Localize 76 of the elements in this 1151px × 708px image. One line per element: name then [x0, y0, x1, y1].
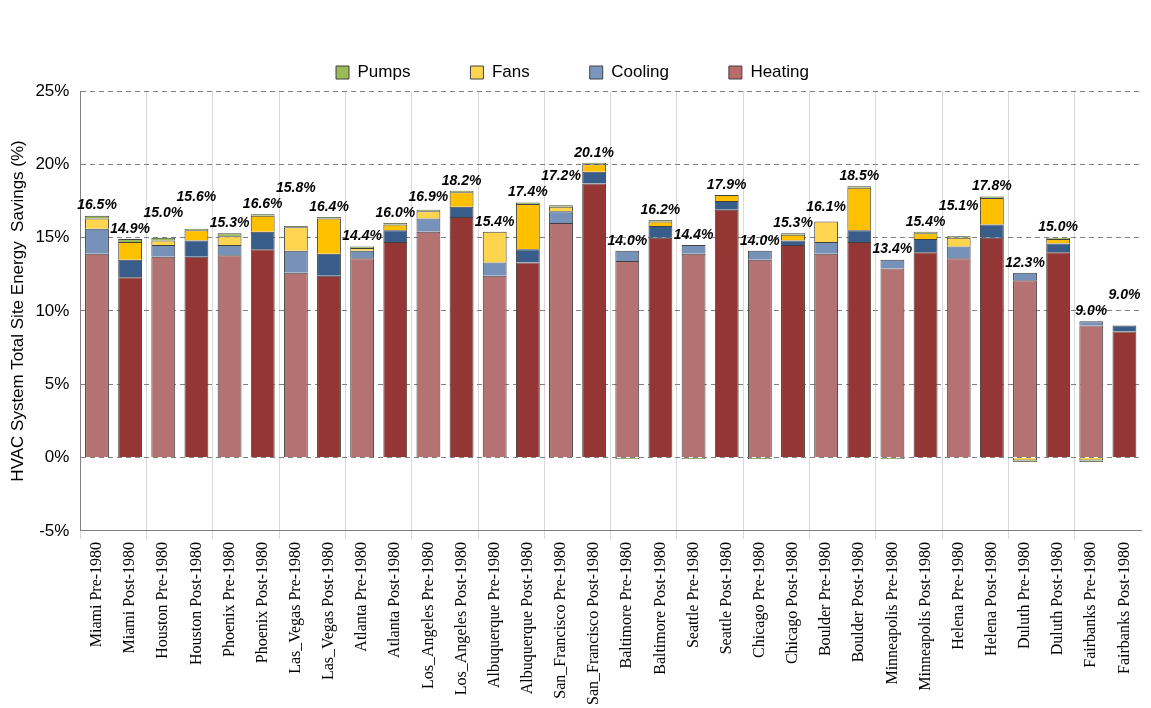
- legend-label: Fans: [491, 62, 530, 82]
- x-tick-label: Minneapolis Post-1980: [915, 541, 934, 691]
- x-tick-label: San_Francisco Pre-1980: [551, 541, 569, 699]
- total-label: 16.5%: [77, 196, 118, 213]
- x-tick-label: Chicago Post-1980: [783, 541, 802, 665]
- total-label: 16.6%: [242, 195, 284, 212]
- total-label: 16.2%: [640, 200, 681, 217]
- total-label: 14.9%: [110, 219, 151, 236]
- legend-label: Heating: [750, 62, 809, 82]
- x-tick-label: Miami Pre-1980: [87, 541, 105, 648]
- total-label: 15.8%: [276, 179, 317, 196]
- x-tick-label: Los_Angeles Pre-1980: [418, 541, 437, 689]
- x-tick-label: Fairbanks Pre-1980: [1081, 541, 1099, 668]
- total-label: 18.2%: [441, 171, 482, 188]
- x-tick-label: Duluth Post-1980: [1048, 541, 1066, 656]
- total-label: 15.6%: [176, 187, 217, 204]
- total-label: 17.2%: [541, 167, 582, 184]
- y-tick-label: 15%: [35, 227, 70, 247]
- x-tick-label: Atlanta Post-1980: [385, 541, 403, 658]
- total-label: 14.4%: [673, 225, 714, 242]
- total-label: 16.4%: [309, 197, 350, 214]
- total-label: 15.3%: [773, 214, 814, 231]
- x-tick-label: Los_Angeles Post-1980: [451, 541, 470, 696]
- total-label: 14.0%: [607, 231, 648, 248]
- total-label: 15.1%: [938, 196, 980, 213]
- x-tick-label: Seattle Post-1980: [716, 541, 734, 655]
- legend-label: Pumps: [357, 62, 411, 82]
- x-tick-label: Las_Vegas Pre-1980: [286, 541, 305, 674]
- total-label: 15.3%: [209, 214, 250, 231]
- x-tick-label: Las_Vegas Post-1980: [319, 541, 338, 681]
- y-tick-label: 5%: [44, 373, 70, 393]
- x-tick-label: Boulder Post-1980: [849, 541, 867, 663]
- total-label: 15.4%: [474, 212, 516, 229]
- x-tick-label: Helena Post-1980: [982, 541, 1000, 657]
- legend-label: Cooling: [611, 62, 669, 82]
- total-label: 17.9%: [706, 175, 748, 192]
- total-label: 9.0%: [1075, 302, 1108, 319]
- total-label: 17.8%: [972, 177, 1013, 194]
- x-tick-label: Boulder Pre-1980: [816, 541, 834, 657]
- total-label: 16.1%: [806, 198, 847, 215]
- total-label: 9.0%: [1108, 286, 1141, 303]
- x-tick-label: Fairbanks Post-1980: [1114, 541, 1132, 674]
- x-tick-label: Albuquerque Post-1980: [518, 541, 537, 695]
- x-tick-label: Chicago Pre-1980: [750, 541, 769, 658]
- total-label: 16.0%: [375, 203, 416, 220]
- x-tick-label: Houston Post-1980: [186, 541, 204, 666]
- x-tick-label: Houston Pre-1980: [153, 541, 171, 659]
- total-label: 16.9%: [408, 187, 449, 204]
- y-tick-label: 0%: [44, 447, 70, 467]
- x-tick-label: Seattle Pre-1980: [683, 541, 701, 649]
- y-tick-label: 10%: [35, 300, 70, 320]
- total-label: 14.4%: [342, 227, 383, 244]
- total-label: 17.4%: [508, 183, 549, 200]
- total-label: 15.4%: [905, 212, 946, 229]
- total-label: 20.1%: [573, 143, 615, 160]
- total-label: 13.4%: [872, 240, 913, 257]
- y-tick-label: -5%: [39, 520, 70, 540]
- x-tick-label: Miami Post-1980: [120, 541, 138, 654]
- x-tick-label: Baltimore Pre-1980: [617, 541, 635, 669]
- y-tick-label: 20%: [35, 154, 70, 173]
- x-tick-label: San_Francisco Post-1980: [584, 541, 602, 706]
- x-tick-label: Atlanta Pre-1980: [352, 541, 370, 652]
- total-label: 15.0%: [143, 203, 184, 220]
- y-axis-title: HVAC System Total Site Energy Savings (%): [7, 140, 27, 482]
- total-label: 12.3%: [1005, 253, 1046, 270]
- total-label: 14.0%: [740, 231, 781, 248]
- x-tick-label: Helena Pre-1980: [948, 541, 966, 650]
- x-tick-label: Baltimore Post-1980: [650, 541, 668, 675]
- total-label: 15.0%: [1038, 218, 1079, 235]
- x-tick-label: Phoenix Pre-1980: [219, 541, 237, 658]
- x-tick-label: Phoenix Post-1980: [252, 541, 270, 664]
- x-tick-label: Albuquerque Pre-1980: [484, 541, 503, 689]
- y-tick-label: 25%: [35, 80, 70, 100]
- x-tick-label: Minneapolis Pre-1980: [882, 541, 901, 685]
- total-label: 18.5%: [839, 167, 880, 184]
- x-tick-label: Duluth Pre-1980: [1015, 541, 1033, 650]
